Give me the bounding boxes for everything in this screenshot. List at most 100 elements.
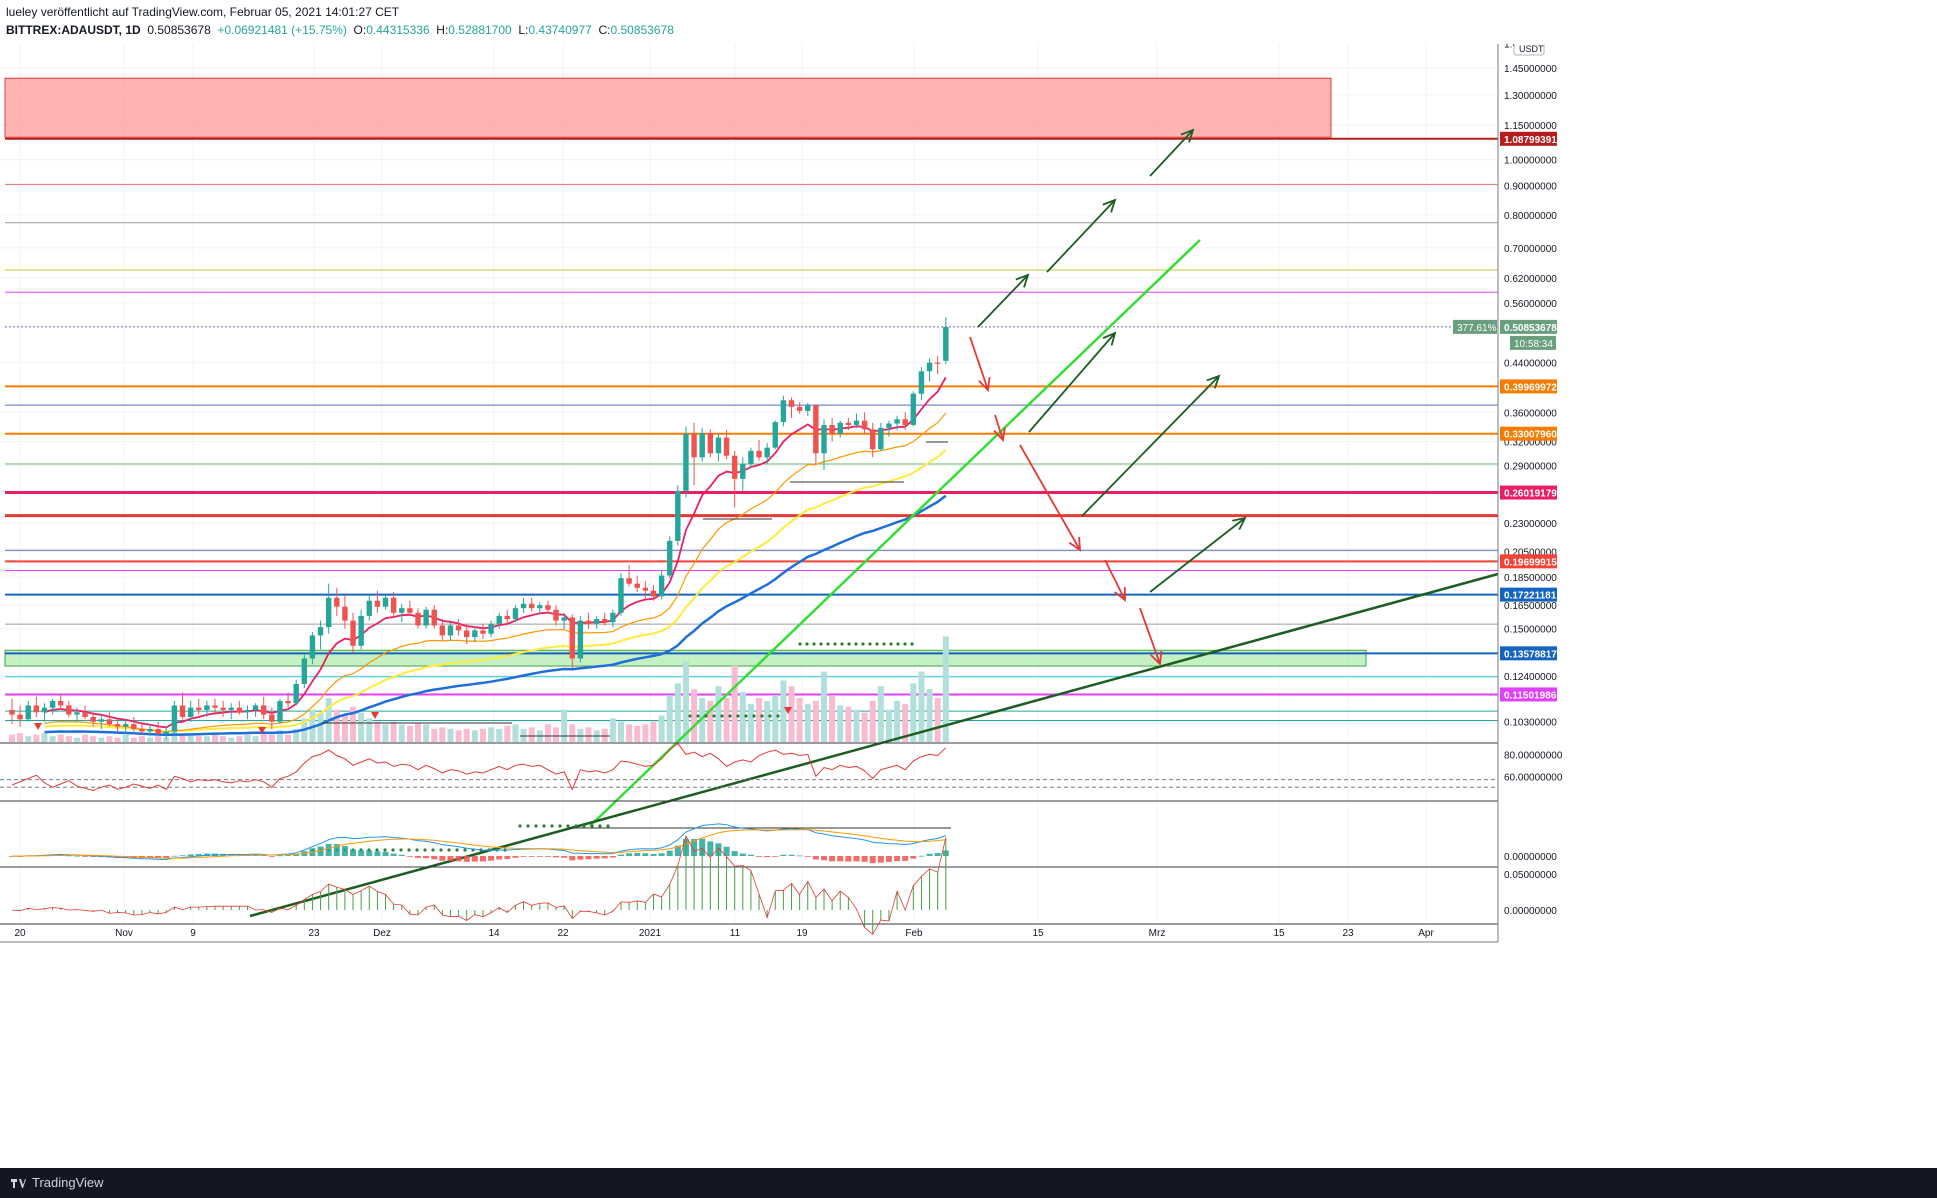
time-tick-label: 15 [1273, 928, 1285, 939]
bear-arrow-head [978, 376, 991, 392]
candle [220, 700, 226, 717]
bull-arrow-shaft [1149, 517, 1246, 593]
support-dots [415, 848, 419, 852]
moving-averages [44, 376, 947, 737]
candle-body [74, 712, 80, 715]
candle [845, 417, 852, 431]
candle [943, 317, 949, 365]
time-axis[interactable]: 20 Nov 9 23 Dez 14 22 2021 11 19 Feb 15 Mrz 15 23 Apr [0, 928, 1498, 943]
price-tick-label: 0.36000000 [1504, 408, 1557, 419]
macd-histogram-bar [455, 856, 462, 862]
macd-histogram-bar [861, 856, 868, 862]
candle [155, 721, 161, 734]
price-tick-label: 1.15000000 [1504, 121, 1557, 132]
macd-histogram-bar [642, 853, 649, 856]
low-label: L: [518, 23, 529, 37]
time-tick-label: 2021 [639, 928, 662, 939]
macd-histogram-bar [699, 838, 706, 856]
macd-histogram-bar [163, 856, 170, 858]
candle-body [301, 658, 308, 684]
volume-bar [350, 706, 357, 742]
volume-bar [236, 736, 243, 742]
time-tick-label: 19 [796, 928, 808, 939]
time-tick-label: Mrz [1149, 928, 1166, 939]
candle-body [447, 625, 454, 636]
volume-bar [244, 734, 251, 742]
candle [106, 712, 113, 727]
macd-histogram-bar [788, 854, 795, 856]
price-label-box [1500, 319, 1557, 334]
candle [204, 700, 210, 717]
price-tick-label: 0.16500000 [1504, 601, 1557, 612]
volume-bar [496, 728, 503, 742]
candle [910, 391, 917, 427]
candle-body [374, 600, 381, 607]
candle-body [577, 620, 584, 659]
footer-brand: TradingView [32, 1175, 104, 1190]
candle-body [25, 705, 31, 720]
close-value: 0.50853678 [610, 23, 674, 37]
time-tick-label: Apr [1418, 928, 1434, 939]
macd-histogram-bar [285, 855, 292, 856]
candle [187, 700, 194, 722]
bull-arrow [1081, 374, 1221, 517]
support-dots [550, 824, 554, 828]
support-dots [391, 848, 395, 852]
chart-canvas[interactable]: 1.6 1.45000000 1.30000000 1.15000000 1.00000… [0, 44, 1937, 1168]
macd-histogram-bar [650, 853, 657, 856]
volume-bar [155, 736, 162, 742]
candle [423, 606, 429, 629]
symbol-name[interactable]: BITTREX:ADAUSDT, 1D [6, 23, 141, 37]
bull-arrow-head [1015, 273, 1030, 288]
volume-bar [333, 709, 340, 742]
time-tick-label: Feb [905, 928, 923, 939]
tradingview-logo-icon[interactable] [10, 1175, 26, 1191]
candle [179, 692, 186, 720]
bull-arrow-shaft [1028, 332, 1116, 433]
bull-arrow [1149, 516, 1247, 593]
price-axis[interactable]: 1.6 1.45000000 1.30000000 1.15000000 1.00000… [1453, 44, 1563, 942]
candle-body [33, 705, 40, 713]
macd-histogram-bar [780, 854, 787, 856]
macd-histogram-bar [423, 856, 430, 859]
price-tick-label: 1.00000000 [1504, 156, 1557, 167]
candle [756, 439, 762, 461]
macd-histogram-bar [772, 856, 779, 857]
candle-body [480, 630, 486, 634]
macd-histogram-bar [739, 853, 746, 856]
support-dots [582, 824, 586, 828]
price-label-text: 0.50853678 [1504, 323, 1557, 334]
price-tick-label: 0.12400000 [1504, 672, 1557, 683]
price-tick-label: 0.20500000 [1504, 548, 1557, 559]
candle-body [504, 615, 511, 620]
price-label-box [1500, 646, 1557, 661]
price-tick-label: 1.30000000 [1504, 91, 1557, 102]
macd-histogram-bar [187, 854, 194, 856]
price-tick-label: 0.10300000 [1504, 718, 1557, 729]
price-tick-label: 0.29000000 [1504, 462, 1557, 473]
candle-body [602, 619, 608, 623]
candle [228, 703, 234, 720]
candle-body [390, 597, 397, 613]
candle-body [748, 450, 754, 465]
price-label-box [1500, 131, 1557, 146]
candle-body [821, 424, 827, 454]
volume-bar [293, 728, 300, 742]
candle-body [691, 433, 697, 458]
macd-histogram-bar [268, 856, 275, 857]
candle-body [488, 623, 494, 634]
volume-bar [934, 698, 941, 742]
support-dots [423, 848, 427, 852]
volume-bar [228, 737, 235, 742]
candle-body [650, 590, 657, 597]
drawings[interactable] [249, 128, 1499, 918]
macd-line [11, 823, 946, 861]
candle-body [228, 707, 234, 710]
candle-body [829, 424, 835, 434]
volume-bar [57, 734, 64, 742]
volume-bar [764, 700, 771, 742]
candle [618, 572, 624, 616]
rsi-tick-label: 80.00000000 [1504, 750, 1563, 761]
candle-body [350, 620, 356, 646]
candle-body [122, 724, 129, 727]
